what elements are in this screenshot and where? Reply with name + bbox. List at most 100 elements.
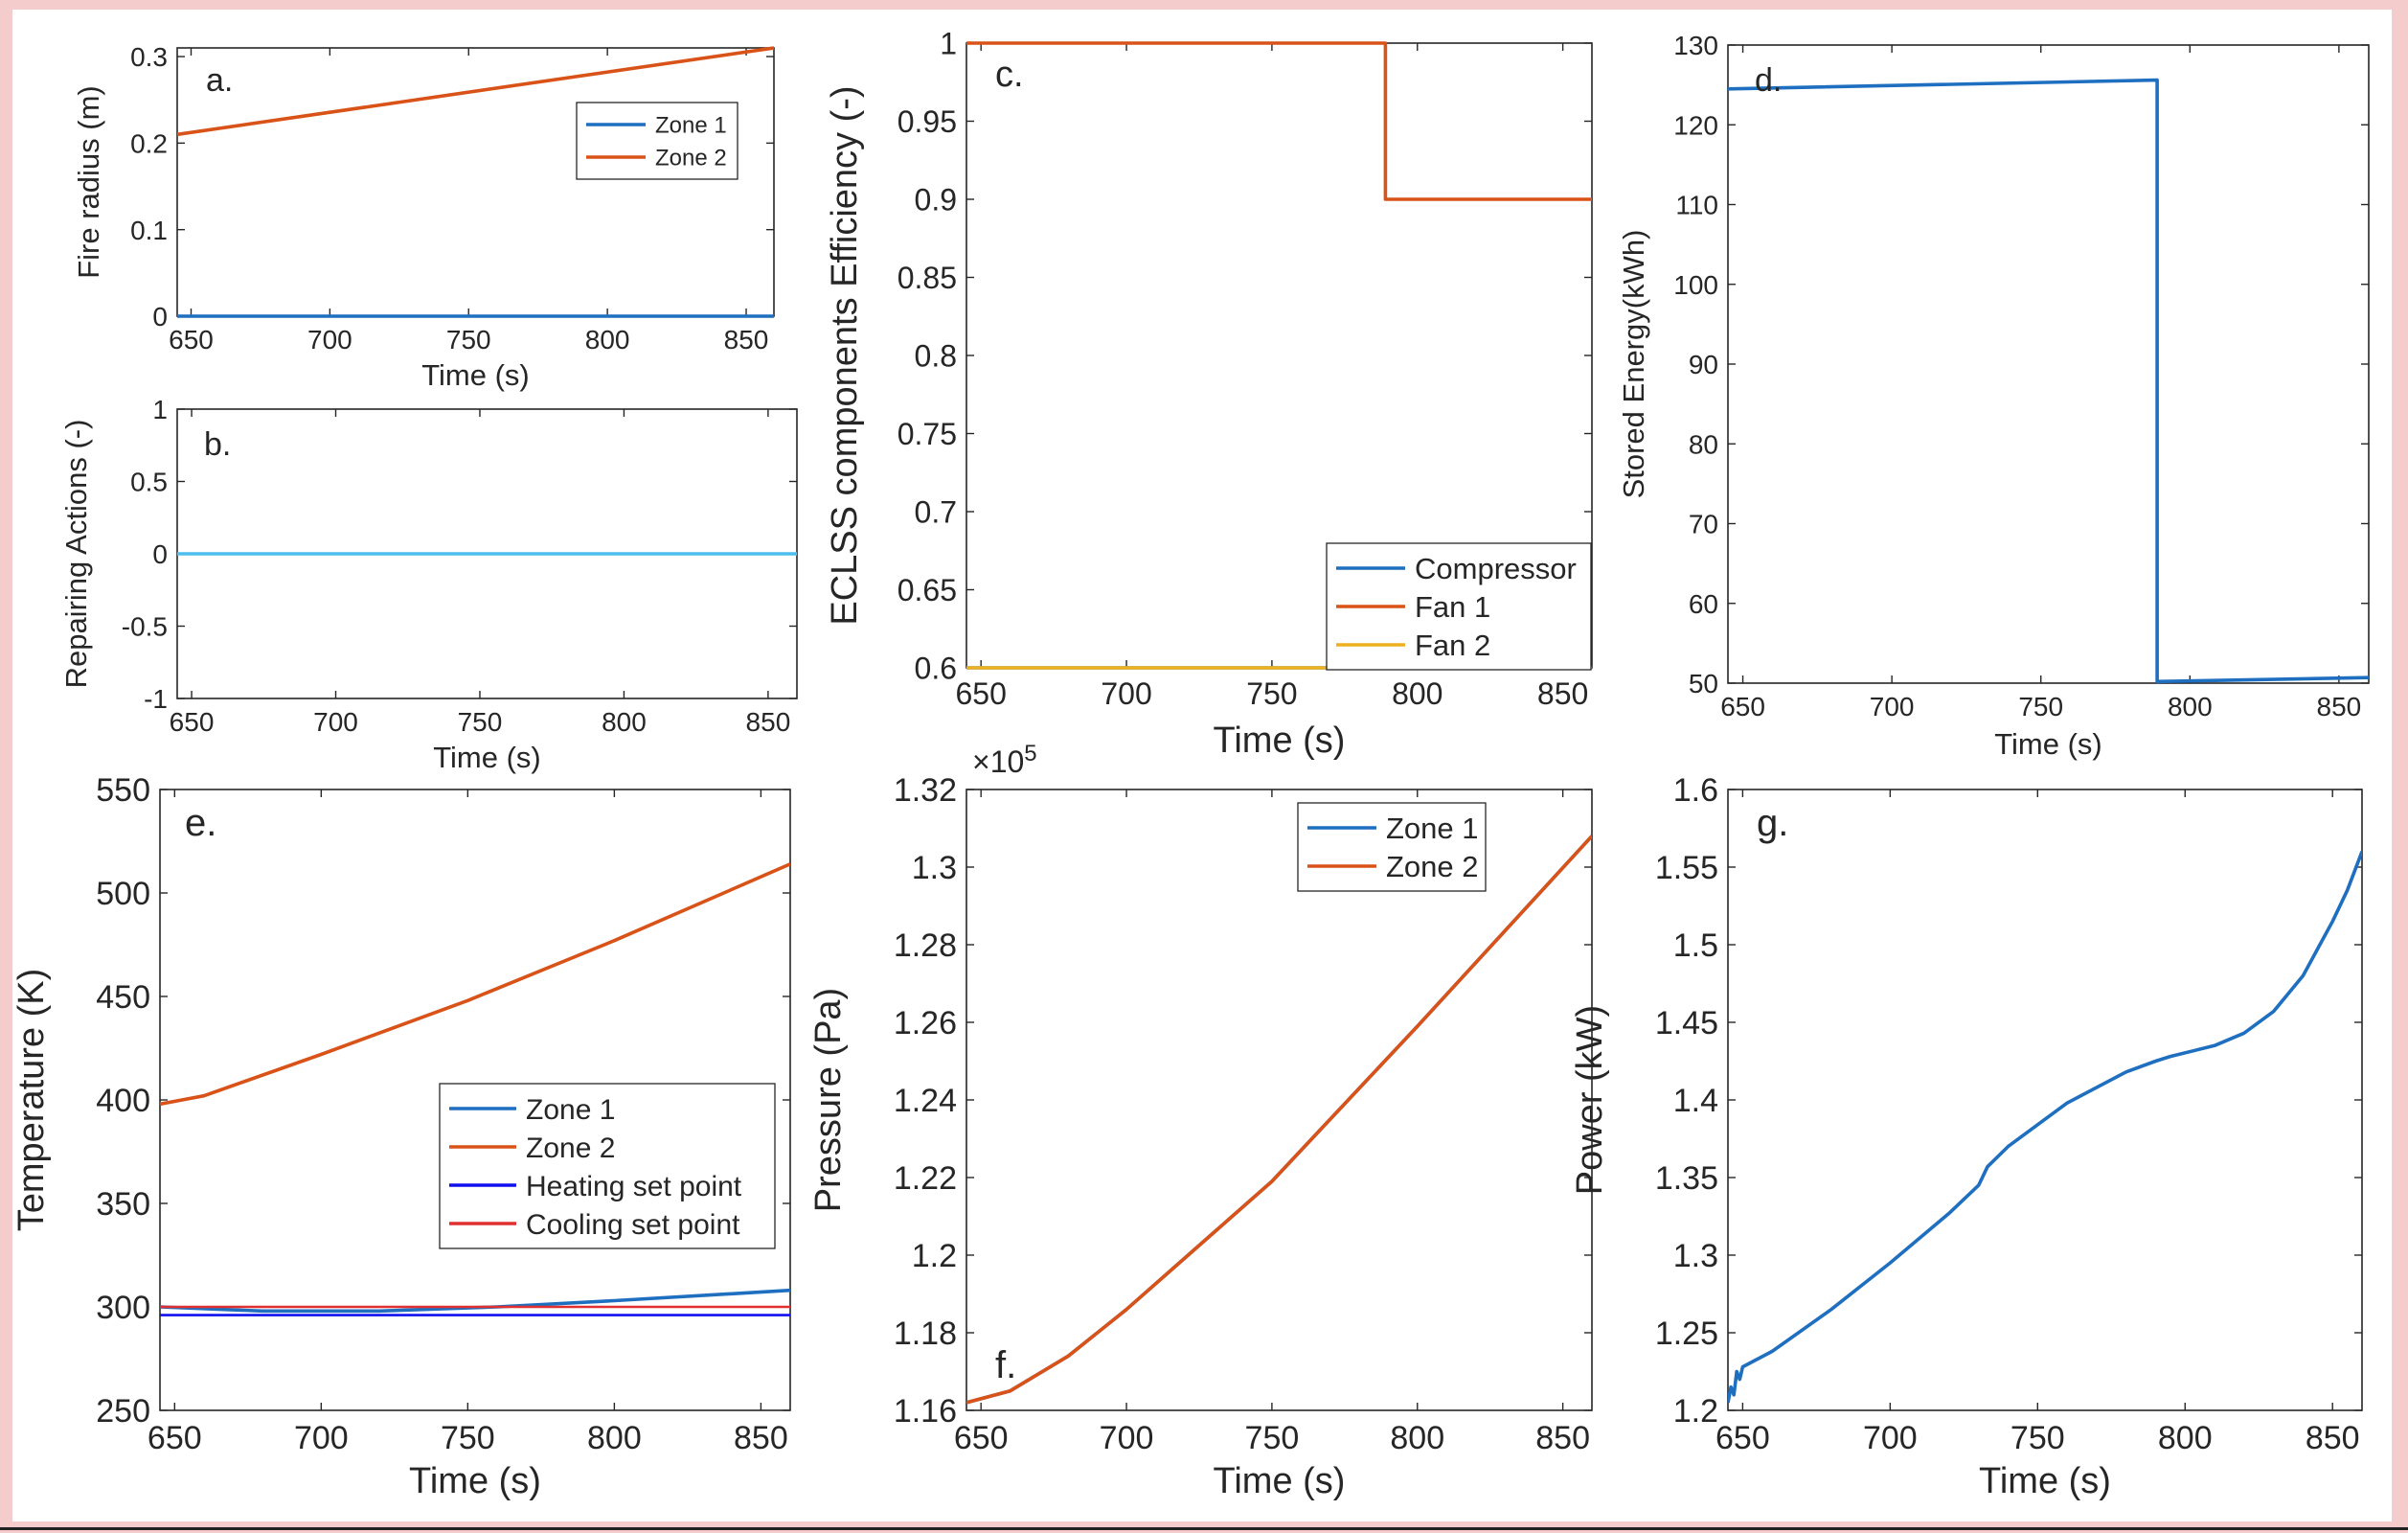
y-tick-label: 0.9 (915, 183, 957, 217)
y-axis-label: Repairing Actions (-) (59, 420, 93, 689)
y-tick-label: 0 (152, 539, 168, 569)
x-tick-label: 850 (2317, 692, 2362, 721)
series-line-zone-2 (177, 46, 774, 137)
x-tick-label: 800 (1390, 1420, 1444, 1456)
y-tick-label: 1 (940, 27, 957, 61)
y-tick-label: 450 (96, 979, 150, 1016)
panel-label: e. (185, 802, 216, 844)
panel-f: 650 700 750 800 850 1.16 1.18 1.2 1.22 1.24 1.26 1.… (808, 741, 1593, 1501)
y-tick-label: 1.55 (1655, 850, 1718, 886)
series-line-zone-2 (160, 862, 790, 1107)
y-axis-label: Pressure (Pa) (808, 988, 849, 1212)
panel-label: a. (206, 62, 233, 99)
y-tick-label: 1.2 (912, 1238, 957, 1274)
y-tick-label: 1.28 (894, 927, 957, 964)
legend-label: Cooling set point (526, 1209, 740, 1241)
legend-box (576, 102, 738, 180)
y-tick-label: 1.45 (1655, 1005, 1718, 1041)
y-tick-label: 350 (96, 1186, 150, 1223)
y-tick-label: 1.3 (912, 850, 957, 886)
y-tick-label: 110 (1675, 191, 1718, 220)
series-line-stored-energy (1728, 78, 2369, 684)
x-tick-label: 650 (170, 707, 215, 737)
x-tick-label: 750 (441, 1420, 495, 1456)
y-tick-label: 1.5 (1673, 927, 1718, 964)
panel-a: 650 700 750 800 850 0 0.1 0.2 0.3 Time (s) Fire ra… (72, 42, 775, 392)
y-tick-label: 120 (1673, 110, 1718, 140)
y-tick-label: 1.16 (894, 1393, 957, 1430)
plot-area (965, 789, 1593, 1411)
y-tick-label: 60 (1689, 589, 1718, 619)
legend-label: Fan 1 (1415, 590, 1490, 624)
x-tick-label: 750 (2018, 692, 2063, 721)
bottom-rule (0, 1527, 2408, 1530)
panel-g: 650 700 750 800 850 1.2 1.25 1.3 1.35 1.4 1.45 1.5 1… (1570, 772, 2363, 1501)
x-tick-label: 850 (724, 325, 769, 355)
x-tick-label: 800 (587, 1420, 642, 1456)
x-tick-label: 800 (602, 707, 647, 737)
y-tick-label: 0.65 (897, 573, 957, 607)
legend: Compressor Fan 1 Fan 2 (1326, 542, 1592, 671)
x-tick-label: 850 (1535, 1420, 1590, 1456)
x-tick-label: 700 (307, 325, 352, 355)
y-tick-label: 500 (96, 876, 150, 912)
x-tick-label: 700 (1100, 1420, 1154, 1456)
series-group (160, 862, 790, 1316)
y-tick-label: 100 (1673, 270, 1718, 300)
y-tick-label: 1.26 (894, 1005, 957, 1041)
x-tick-label: 850 (1537, 676, 1588, 711)
series-line-fan-1 (966, 41, 1592, 201)
legend: Zone 1 Zone 2 (576, 102, 738, 180)
legend: Zone 1 Zone 2 (1297, 802, 1487, 892)
y-tick-label: 250 (96, 1393, 150, 1430)
y-tick-label: 0.7 (915, 495, 957, 530)
x-tick-label: 750 (458, 707, 503, 737)
y-axis-label: Temperature (K) (11, 969, 52, 1232)
x-axis-label: Time (s) (1994, 727, 2102, 761)
x-tick-label: 700 (313, 707, 358, 737)
y-tick-label: 0.85 (897, 261, 957, 295)
y-tick-label: 0.6 (915, 652, 957, 686)
y-tick-label: 550 (96, 772, 150, 809)
x-tick-label: 700 (1863, 1420, 1918, 1456)
x-axis-label: Time (s) (1214, 1461, 1346, 1501)
legend-label: Zone 2 (655, 146, 727, 172)
x-tick-label: 650 (148, 1420, 202, 1456)
panel-label: g. (1757, 802, 1788, 844)
legend-label: Zone 1 (1386, 812, 1479, 845)
y-tick-label: 0.3 (130, 42, 168, 72)
y-tick-label: 0 (152, 302, 168, 332)
y-tick-label: 300 (96, 1290, 150, 1326)
plot-area (1727, 44, 2370, 684)
y-tick-label: 0.8 (915, 339, 957, 374)
x-tick-label: 700 (1870, 692, 1915, 721)
panel-d: 650 700 750 800 850 50 60 70 80 90 100 110 120 130 Tim… (1617, 31, 2370, 761)
x-tick-label: 750 (446, 325, 491, 355)
y-axis-label: Stored Energy(kWh) (1617, 230, 1650, 499)
y-tick-label: 1.6 (1673, 772, 1718, 809)
y-tick-label: 1 (152, 395, 168, 424)
y-tick-label: 1.2 (1673, 1393, 1718, 1430)
panel-b: 650 700 750 800 850 -1 -0.5 0 0.5 1 Time (s) Repair… (59, 395, 798, 774)
legend-label: Zone 1 (655, 113, 727, 139)
legend-box (439, 1083, 776, 1249)
x-tick-label: 650 (954, 1420, 1009, 1456)
x-tick-label: 650 (169, 325, 214, 355)
y-tick-label: 0.75 (897, 417, 957, 451)
x-tick-label: 850 (734, 1420, 788, 1456)
y-tick-label: 1.25 (1655, 1316, 1718, 1352)
x-axis-label: Time (s) (1214, 721, 1346, 761)
legend-box (1297, 802, 1487, 892)
x-tick-label: 800 (2158, 1420, 2213, 1456)
x-tick-label: 850 (2306, 1420, 2360, 1456)
x-tick-label: 850 (746, 707, 791, 737)
legend-label: Zone 2 (1386, 850, 1479, 883)
series-line-zone-2 (966, 835, 1592, 1405)
y-axis-label: ECLSS components Efficiency (-) (825, 85, 865, 625)
series-line-zone-1 (160, 1288, 790, 1314)
x-tick-label: 750 (2010, 1420, 2065, 1456)
x-axis-label: Time (s) (409, 1461, 541, 1501)
y-tick-label: 0.1 (130, 216, 168, 245)
panel-c: 650 700 750 800 850 0.6 0.65 0.7 0.75 0.8 0.85 0.9 0… (825, 27, 1593, 761)
